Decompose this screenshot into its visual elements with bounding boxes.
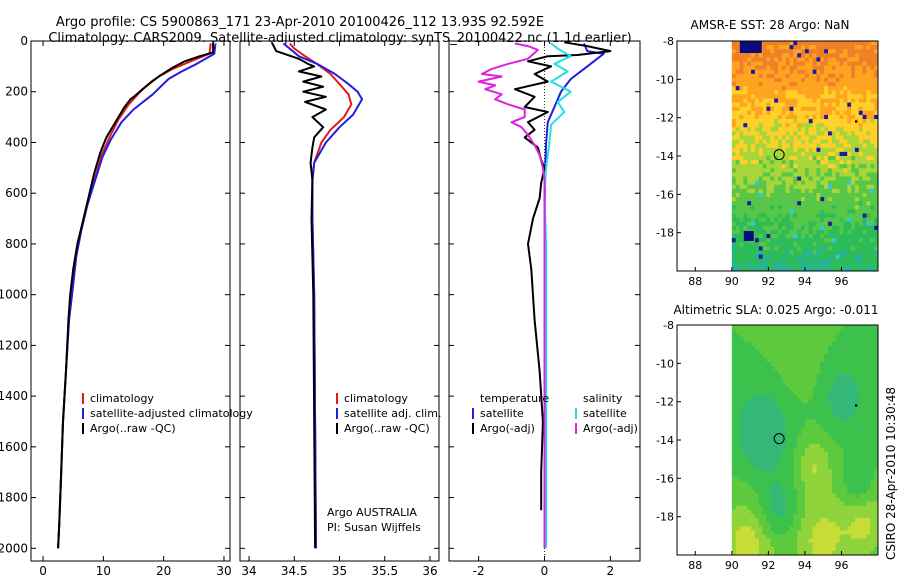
series-line-climatology bbox=[289, 42, 353, 549]
x-tick-label: 88 bbox=[688, 559, 702, 572]
y-tick-label: 1200 bbox=[0, 338, 28, 352]
sst_map-axes: 88 90 92 94 96 -8 -10 -12 -14 -16 -18 bbox=[656, 35, 879, 288]
x-tick-label: 20 bbox=[156, 564, 171, 578]
y-tick-label: 1400 bbox=[0, 389, 28, 403]
x-tick-label: 94 bbox=[798, 559, 812, 572]
salinity-legend: climatology satellite adj. clim. Argo(..… bbox=[327, 392, 441, 534]
y-tick-label: -18 bbox=[656, 511, 674, 524]
profile-location-marker bbox=[773, 149, 785, 161]
x-tick-label: 34.5 bbox=[281, 564, 308, 578]
x-tick-label: 35 bbox=[332, 564, 347, 578]
legend-label-satellite: satellite-adjusted climatology bbox=[90, 407, 253, 420]
series-line-argo-raw-qc- bbox=[57, 42, 215, 549]
legend-label-climatology: climatology bbox=[344, 392, 408, 405]
island-dot bbox=[854, 404, 858, 407]
csiro-stamp: CSIRO 28-Apr-2010 10:30:48 bbox=[884, 387, 898, 560]
x-tick-label: 92 bbox=[761, 275, 775, 288]
difference-legend: temperature salinity satellite Argo(-adj… bbox=[472, 392, 638, 435]
legend-label-temp-argo: Argo(-adj) bbox=[480, 422, 535, 435]
y-tick-label: -12 bbox=[656, 112, 674, 125]
legend-label-argo: Argo(..raw -QC) bbox=[90, 422, 176, 435]
y-tick-label: 400 bbox=[5, 135, 28, 149]
x-tick-label: 96 bbox=[834, 559, 848, 572]
temperature-panel: 0 10 20 30 0 200 400 600 800 1000 1200 1400 1600 1800… bbox=[0, 34, 232, 580]
legend-label-sal-satellite: satellite bbox=[583, 407, 627, 420]
argo-australia-label: Argo AUSTRALIA bbox=[327, 506, 417, 519]
x-tick-label: 34 bbox=[241, 564, 256, 578]
legend-label-sal-argo: Argo(-adj) bbox=[583, 422, 638, 435]
pi-label: PI: Susan Wijffels bbox=[327, 521, 421, 534]
x-tick-label: 88 bbox=[688, 275, 702, 288]
y-tick-label: 1000 bbox=[0, 288, 28, 302]
y-tick-label: -14 bbox=[656, 150, 674, 163]
y-tick-label: -12 bbox=[656, 396, 674, 409]
island-dot bbox=[854, 120, 858, 123]
y-tick-label: 1800 bbox=[0, 491, 28, 505]
series-line-temperature-satellite bbox=[543, 43, 605, 549]
y-tick-label: 600 bbox=[5, 186, 28, 200]
x-tick-label: 0 bbox=[39, 564, 47, 578]
x-tick-label: 30 bbox=[216, 564, 231, 578]
sla-map-title: Altimetric SLA: 0.025 Argo: -0.011 bbox=[673, 303, 878, 317]
temperature-legend: climatology satellite-adjusted climatolo… bbox=[82, 392, 253, 435]
y-tick-label: -10 bbox=[656, 357, 674, 370]
series-line-satellite-adjusted-climatology bbox=[57, 43, 217, 549]
y-tick-label: -8 bbox=[663, 319, 674, 332]
x-tick-label: 0 bbox=[541, 564, 549, 578]
figure-title-line1: Argo profile: CS 5900863_171 23-Apr-2010… bbox=[56, 15, 544, 30]
figure-title-line2: Climatology: CARS2009. Satellite-adjuste… bbox=[48, 31, 631, 46]
legend-label-satellite: satellite adj. clim. bbox=[344, 407, 441, 420]
y-tick-label: 1600 bbox=[0, 440, 28, 454]
sla_map-axes: 88 90 92 94 96 -8 -10 -12 -14 -16 -18 bbox=[656, 319, 879, 572]
x-tick-label: 36 bbox=[422, 564, 437, 578]
y-tick-label: 800 bbox=[5, 237, 28, 251]
y-tick-label: 200 bbox=[5, 85, 28, 99]
y-tick-label: -16 bbox=[656, 188, 674, 201]
legend-title-salinity: salinity bbox=[583, 392, 623, 405]
legend-label-argo: Argo(..raw -QC) bbox=[344, 422, 430, 435]
y-tick-label: 2000 bbox=[0, 541, 28, 555]
series-line-salinity-argo-adj- bbox=[477, 42, 546, 549]
series-line-satellite-adj-clim- bbox=[282, 42, 364, 549]
y-tick-label: -8 bbox=[663, 35, 674, 48]
series-line-salinity-satellite bbox=[543, 42, 572, 549]
x-tick-label: 2 bbox=[607, 564, 615, 578]
series-line-temperature-argo-adj- bbox=[513, 41, 612, 511]
y-tick-label: 0 bbox=[20, 34, 28, 48]
y-tick-label: -10 bbox=[656, 73, 674, 86]
x-tick-label: 90 bbox=[725, 275, 739, 288]
sst-map-title: AMSR-E SST: 28 Argo: NaN bbox=[691, 18, 850, 32]
y-tick-label: -14 bbox=[656, 434, 674, 447]
difference-panel: -202difference from climatology bbox=[448, 40, 641, 580]
x-tick-label: 92 bbox=[761, 559, 775, 572]
x-tick-label: 90 bbox=[725, 559, 739, 572]
profile-location-marker bbox=[773, 433, 785, 445]
salinity-frame bbox=[239, 40, 440, 562]
sla-heatmap bbox=[731, 325, 878, 555]
x-tick-label: 96 bbox=[834, 275, 848, 288]
x-tick-label: 94 bbox=[798, 275, 812, 288]
sst-heatmap bbox=[731, 41, 878, 271]
temperature-frame bbox=[30, 40, 231, 562]
y-tick-label: -18 bbox=[656, 227, 674, 240]
legend-label-climatology: climatology bbox=[90, 392, 154, 405]
y-tick-label: -16 bbox=[656, 472, 674, 485]
series-line-argo-raw-qc- bbox=[270, 41, 327, 549]
legend-title-temperature: temperature bbox=[480, 392, 549, 405]
legend-label-temp-satellite: satellite bbox=[480, 407, 524, 420]
x-tick-label: -2 bbox=[473, 564, 485, 578]
x-tick-label: 35.5 bbox=[371, 564, 398, 578]
x-tick-label: 10 bbox=[96, 564, 111, 578]
series-line-climatology bbox=[57, 43, 212, 549]
